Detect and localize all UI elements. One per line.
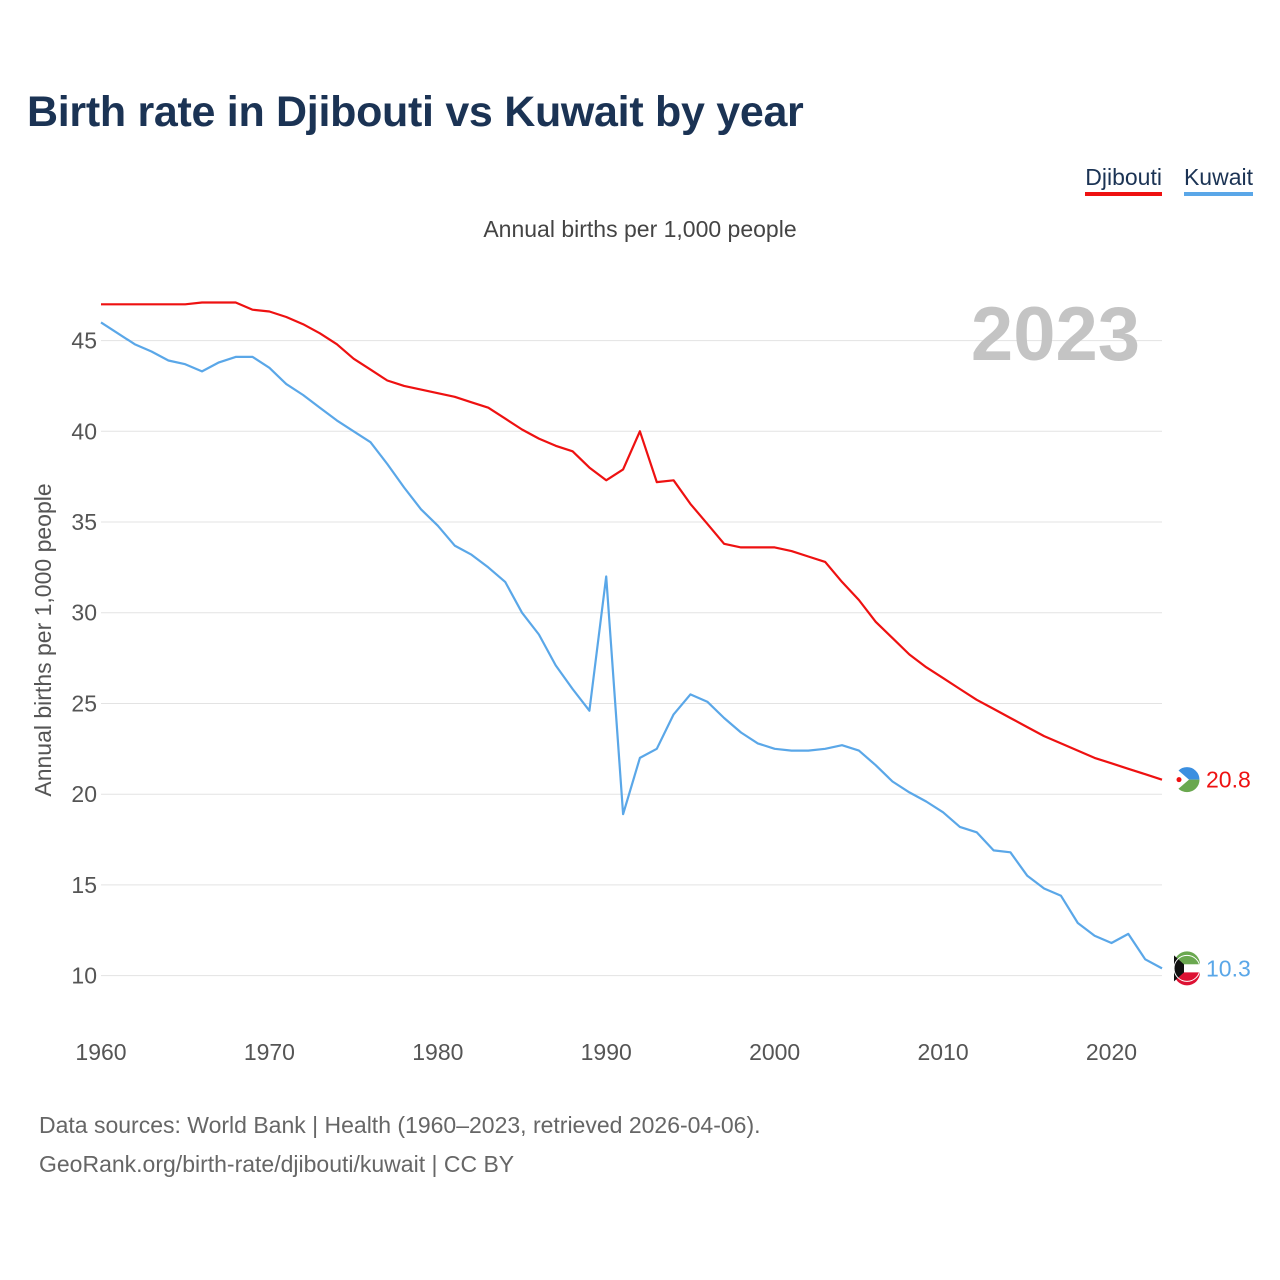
y-tick-label: 30 [71, 600, 97, 626]
series-line-djibouti[interactable] [101, 301, 1163, 781]
chart-subtitle: Annual births per 1,000 people [483, 216, 797, 242]
x-tick-label: 1970 [244, 1039, 295, 1065]
legend-item-djibouti[interactable]: Djibouti [1085, 164, 1162, 196]
x-tick-label: 1990 [581, 1039, 632, 1065]
y-axis-label: Annual births per 1,000 people [30, 483, 56, 796]
chart-title: Birth rate in Djibouti vs Kuwait by year [27, 88, 804, 136]
y-tick-label: 15 [71, 872, 97, 898]
flag-marker-kuwait [1173, 951, 1201, 986]
y-tick-label: 45 [71, 328, 97, 354]
y-tick-label: 25 [71, 690, 97, 716]
year-watermark: 2023 [971, 292, 1140, 377]
x-tick-label: 1980 [412, 1039, 463, 1065]
x-tick-label: 2000 [749, 1039, 800, 1065]
y-tick-label: 35 [71, 509, 97, 535]
x-tick-label: 2010 [917, 1039, 968, 1065]
legend-item-kuwait[interactable]: Kuwait [1183, 164, 1253, 196]
source-line-data: Data sources: World Bank | Health (1960–… [39, 1112, 761, 1138]
flag-marker-djibouti [1173, 766, 1201, 794]
x-tick-label: 2020 [1086, 1039, 1137, 1065]
legend: Djibouti Kuwait [1085, 164, 1253, 196]
y-tick-label: 10 [71, 963, 97, 989]
end-value-label-djibouti: 20.8 [1206, 767, 1251, 793]
x-tick-label: 1960 [75, 1039, 126, 1065]
line-chart: 2023 Annual births per 1,000 people 1960… [30, 292, 1251, 1065]
source-line-url[interactable]: GeoRank.org/birth-rate/djibouti/kuwait |… [39, 1151, 515, 1177]
source-note: Data sources: World Bank | Health (1960–… [39, 1106, 761, 1184]
y-tick-label: 40 [71, 418, 97, 444]
series-line-kuwait[interactable] [100, 321, 1163, 970]
y-tick-label: 20 [71, 781, 97, 807]
end-value-label-kuwait: 10.3 [1206, 955, 1251, 981]
